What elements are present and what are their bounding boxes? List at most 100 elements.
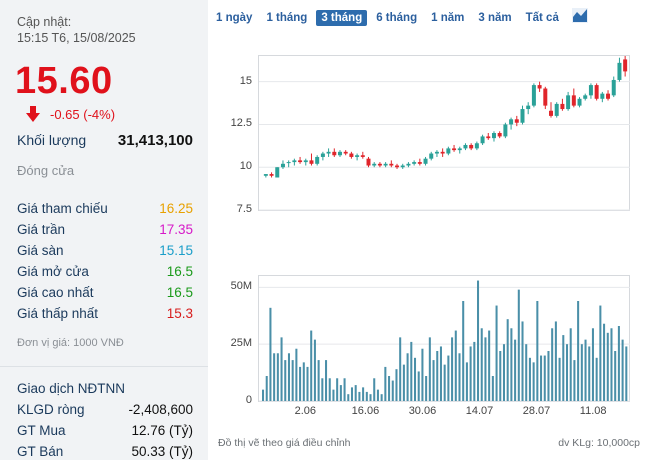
volume-bar (343, 378, 346, 401)
volume-bar (551, 328, 554, 401)
volume-bar (458, 353, 461, 401)
candle-body (503, 124, 508, 137)
candle-body (400, 165, 405, 168)
tab-3-năm[interactable]: 3 năm (478, 12, 512, 24)
candle-body (377, 163, 382, 166)
volume-bar (388, 376, 391, 401)
volume-bar (299, 366, 302, 401)
volume-bar (477, 280, 480, 401)
volume-bar (369, 394, 372, 401)
volume-bar (306, 366, 309, 401)
volume-bar (262, 389, 265, 401)
volume-bar (617, 326, 620, 401)
volume-bar (621, 339, 624, 401)
price-stat-label: Giá mở cửa (17, 264, 89, 279)
candle-body (366, 158, 371, 166)
volume-bar (625, 346, 628, 401)
price-tick-label: 12.5 (230, 117, 252, 130)
volume-bar (502, 344, 505, 401)
volume-bar (325, 360, 328, 401)
volume-bar (573, 360, 576, 401)
volume-bar (491, 376, 494, 401)
volume-bar (565, 344, 569, 401)
volume-bar (376, 389, 379, 401)
volume-bar (484, 337, 487, 401)
volume-bar (532, 362, 535, 401)
tab-1-ngày[interactable]: 1 ngày (216, 12, 253, 24)
volume-bar (354, 385, 357, 401)
volume-row: Khối lượng 31,413,100 (17, 132, 193, 149)
volume-unit-note: dv KLg: 10,000cp (558, 437, 640, 449)
candle-body (315, 156, 320, 164)
area-chart-icon[interactable] (571, 8, 588, 28)
volume-bar (510, 328, 513, 401)
candle-body (480, 136, 485, 144)
stock-info-panel: Cập nhật: 15:15 T6, 15/08/2025 15.60 -0.… (0, 0, 208, 460)
volume-bar (391, 380, 394, 401)
candle-body (292, 160, 297, 163)
candle-body (520, 109, 525, 123)
volume-bar (310, 330, 313, 401)
candle-body (594, 85, 599, 99)
foreign-trade-row: GT Mua 12.76 (Tỷ) (17, 423, 193, 438)
volume-bar (399, 337, 402, 401)
foreign-trade-row: KLGD ròng -2,408,600 (17, 402, 193, 417)
tab-tất-cả[interactable]: Tất cả (525, 12, 559, 24)
candle-body (463, 144, 468, 149)
volume-bar (384, 366, 387, 401)
volume-bar (558, 357, 561, 401)
candle-body (469, 144, 474, 149)
candle-body (320, 153, 325, 157)
volume-bar (347, 394, 350, 401)
volume-bar (273, 353, 276, 401)
price-stat-label: Giá trần (17, 222, 66, 237)
candle-body (457, 148, 462, 151)
volume-tick-label: 25M (230, 337, 252, 350)
volume-bar (413, 357, 417, 401)
volume-bar (332, 389, 335, 401)
date-tick-label: 14.07 (465, 405, 494, 417)
candle-body (332, 151, 337, 156)
price-stat-label: Giá tham chiếu (17, 201, 108, 216)
price-stat-value: 16.5 (166, 285, 193, 300)
volume-bar (547, 351, 550, 401)
volume-tick-label: 50M (230, 280, 252, 293)
tab-1-năm[interactable]: 1 năm (431, 12, 465, 24)
candle-body (531, 85, 536, 106)
volume-bar (469, 346, 472, 401)
tab-1-tháng[interactable]: 1 tháng (266, 12, 308, 24)
volume-bar (536, 301, 539, 401)
foreign-trade-label: GT Mua (17, 423, 66, 438)
price-change-value: -0.65 (-4%) (50, 106, 116, 122)
volume-bar (295, 348, 298, 401)
candle-body (372, 163, 377, 166)
volume-bar (517, 289, 520, 401)
volume-bar (317, 360, 320, 401)
candle-body (417, 162, 422, 164)
price-stat-row: Giá sàn 15.15 (17, 243, 193, 258)
volume-bar (614, 351, 617, 401)
volume-bar (554, 321, 557, 401)
volume-bar (562, 335, 565, 401)
volume-bar (417, 371, 420, 401)
volume-bar (425, 376, 428, 401)
tab-6-tháng[interactable]: 6 tháng (376, 12, 418, 24)
tab-3-tháng[interactable]: 3 tháng (316, 10, 368, 26)
candle-body (611, 79, 616, 96)
volume-bar (443, 364, 446, 401)
foreign-trade-label: KLGD ròng (17, 402, 85, 417)
foreign-trade-title: Giao dịch NĐTNN (17, 381, 126, 396)
volume-bar (373, 378, 376, 401)
candle-body (509, 119, 514, 125)
candle-body (554, 103, 559, 116)
current-price: 15.60 (15, 60, 113, 102)
price-tick-label: 10 (239, 160, 252, 173)
candle-body (280, 163, 285, 168)
candle-body (303, 160, 308, 163)
candle-body (474, 143, 479, 149)
volume-bar (577, 301, 580, 401)
volume-bar (610, 328, 613, 401)
candle-body (549, 110, 554, 116)
price-stat-label: Giá thấp nhất (17, 306, 99, 321)
volume-bar (410, 341, 413, 401)
